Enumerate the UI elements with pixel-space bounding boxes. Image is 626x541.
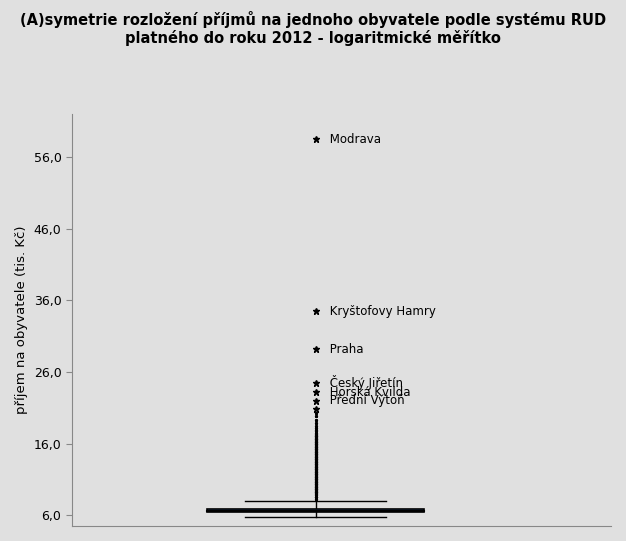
Y-axis label: příjem na obyvatele (tis. Kč): příjem na obyvatele (tis. Kč)	[15, 226, 28, 414]
Text: (A)symetrie rozložení příjmů na jednoho obyvatele podle systému RUD
platného do : (A)symetrie rozložení příjmů na jednoho …	[20, 11, 606, 47]
Text: Praha: Praha	[326, 342, 363, 355]
Text: Český Jiřetín: Český Jiřetín	[326, 375, 403, 390]
Text: Přední Výtoň: Přední Výtoň	[326, 394, 404, 407]
Text: Horská Kvilda: Horská Kvilda	[326, 386, 411, 399]
Text: Modrava: Modrava	[326, 133, 381, 146]
Text: Kryštofovy Hamry: Kryštofovy Hamry	[326, 305, 436, 318]
Bar	[207, 509, 424, 512]
